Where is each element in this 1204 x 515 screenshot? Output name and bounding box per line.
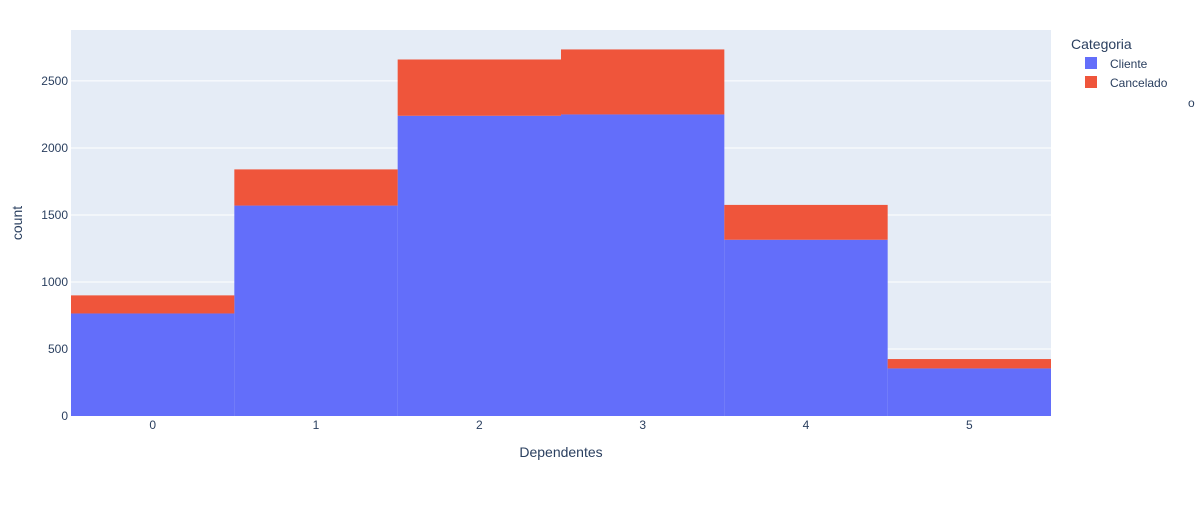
x-tick-label: 1 [313,418,320,432]
bar-cancelado-0[interactable] [71,295,235,314]
x-axis-title: Dependentes [519,444,602,460]
legend-title: Categoria [1071,36,1132,52]
bar-cancelado-4[interactable] [724,204,888,240]
bar-cancelado-2[interactable] [397,59,561,116]
y-axis-title: count [9,206,25,240]
legend-label-cliente: Cliente [1110,57,1148,71]
bars [71,49,1051,417]
y-tick-label: 2500 [41,74,68,88]
y-tick-labels: 0 500 1000 1500 2000 2500 [41,74,68,423]
legend-swatch-cancelado [1085,76,1097,88]
legend-item-cancelado[interactable]: Cancelado [1085,76,1168,90]
y-tick-label: 1000 [41,275,68,289]
x-tick-label: 3 [639,418,646,432]
bar-cliente-2[interactable] [397,115,561,417]
legend-swatch-cliente [1085,57,1097,69]
bar-cancelado-5[interactable] [887,359,1051,369]
bar-cliente-5[interactable] [887,368,1051,416]
legend-label-cancelado: Cancelado [1110,76,1168,90]
legend-stray-glyph: o [1188,96,1195,110]
x-tick-labels: 0 1 2 3 4 5 [149,418,973,432]
bar-cliente-3[interactable] [561,114,725,416]
x-tick-label: 5 [966,418,973,432]
y-tick-label: 2000 [41,141,68,155]
legend: Categoria Cliente Cancelado o [1071,36,1195,110]
bar-cancelado-1[interactable] [234,169,398,206]
y-tick-label: 1500 [41,208,68,222]
legend-item-cliente[interactable]: Cliente [1085,57,1148,71]
bar-cliente-1[interactable] [234,205,398,416]
x-tick-label: 4 [803,418,810,432]
y-tick-label: 0 [61,409,68,423]
y-tick-label: 500 [48,342,68,356]
x-tick-label: 0 [149,418,156,432]
bar-cliente-0[interactable] [71,313,235,416]
bar-cancelado-3[interactable] [561,49,725,115]
bar-cliente-4[interactable] [724,239,888,416]
x-tick-label: 2 [476,418,483,432]
